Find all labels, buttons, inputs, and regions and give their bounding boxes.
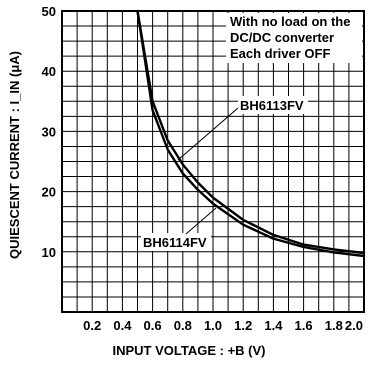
note-line-1: With no load on the xyxy=(230,14,350,29)
note-box xyxy=(226,13,362,63)
series-line-bh6114fv xyxy=(136,9,366,258)
x-tick-label: 0.4 xyxy=(113,318,132,333)
y-tick-label: 40 xyxy=(42,64,56,79)
note-line-3: Each driver OFF xyxy=(230,46,330,61)
y-axis-title: QUIESCENT CURRENT : I_IN (μA) xyxy=(7,51,22,259)
lower-label-leader xyxy=(185,207,217,235)
note-line-2: DC/DC converter xyxy=(230,30,334,45)
y-tick-label: 20 xyxy=(42,185,56,200)
x-tick-label: 1.4 xyxy=(264,318,283,333)
series-label-bh6114fv: BH6114FV xyxy=(143,235,207,250)
y-tick-label: 30 xyxy=(42,124,56,139)
x-tick-label: 0.6 xyxy=(144,318,162,333)
x-tick-label: 0.2 xyxy=(83,318,101,333)
series-label-bh6113fv: BH6113FV xyxy=(240,98,304,113)
x-axis-title: INPUT VOLTAGE : +B (V) xyxy=(113,343,266,358)
y-tick-label: 10 xyxy=(42,245,56,260)
plot-frame xyxy=(61,10,365,313)
x-tick-label: 0.8 xyxy=(174,318,192,333)
x-tick-label: 2.0 xyxy=(345,318,363,333)
upper-series-label-bg xyxy=(238,96,308,114)
x-tick-label: 1.2 xyxy=(234,318,252,333)
x-tick-label: 1.0 xyxy=(204,318,222,333)
x-tick-label: 1.6 xyxy=(295,318,313,333)
series-line-bh6113fv xyxy=(136,9,366,255)
series-layer xyxy=(136,9,366,258)
upper-label-leader xyxy=(177,107,239,161)
lower-series-label-bg xyxy=(141,233,211,251)
y-tick-labels: 10 20 30 40 50 xyxy=(42,4,56,260)
x-tick-labels: 0.2 0.4 0.6 0.8 1.0 1.2 1.4 1.6 1.8 2.0 xyxy=(83,318,363,333)
y-tick-label: 50 xyxy=(42,4,56,19)
x-tick-label: 1.8 xyxy=(325,318,343,333)
